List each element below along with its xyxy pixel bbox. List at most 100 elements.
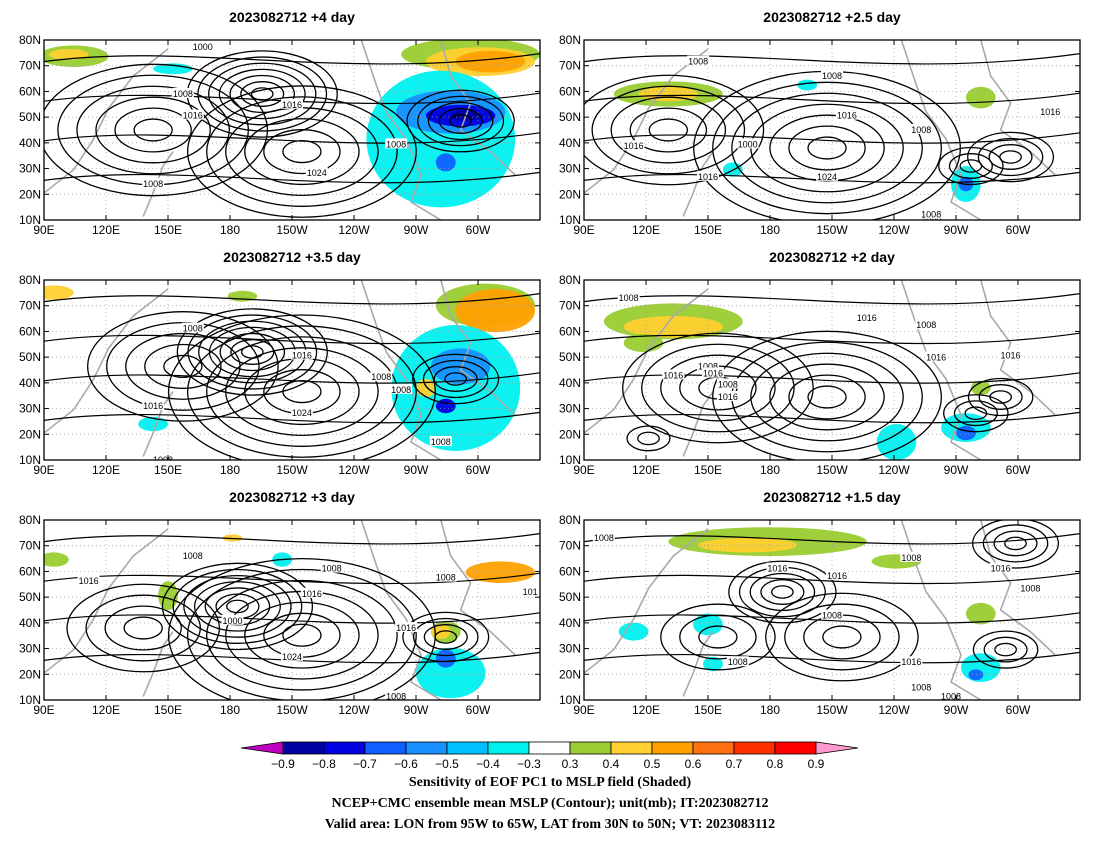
contour-label: 1008 <box>916 320 936 330</box>
colorbar-segment <box>364 741 407 755</box>
contour-label: 1024 <box>282 652 302 662</box>
lon-label: 60W <box>1006 223 1031 237</box>
colorbar-segment <box>528 741 571 755</box>
contour-label: 1016 <box>282 100 302 110</box>
isobar <box>44 92 540 105</box>
isobar <box>44 332 540 345</box>
contour-label-bg <box>390 383 413 394</box>
isobar <box>978 384 1023 410</box>
lat-label: 50N <box>19 350 41 364</box>
lon-label: 150W <box>816 223 848 237</box>
coastline <box>44 528 169 674</box>
contour-label-bg <box>910 124 933 134</box>
panel-title: 2023082712 +3 day <box>229 489 355 505</box>
contour-label-bg <box>290 407 313 418</box>
contour-label-bg <box>221 614 244 625</box>
contour-label-bg <box>429 436 452 446</box>
lat-label: 70N <box>19 539 41 553</box>
contour-label-bg <box>736 138 759 149</box>
contour-label: 1016 <box>183 111 203 121</box>
colorbar-tick-label: 0.9 <box>808 757 825 771</box>
contour-label: 1008 <box>941 691 961 701</box>
lat-label: 60N <box>559 324 581 338</box>
isobar <box>412 617 479 657</box>
isobar <box>760 579 805 605</box>
contour-label: 1008 <box>143 179 163 189</box>
lon-label: 120E <box>632 463 660 477</box>
isobar <box>771 585 794 599</box>
coastline <box>900 40 982 220</box>
contour-label: 1016 <box>926 352 946 362</box>
contour-label: 1008 <box>436 573 456 583</box>
contour-label-bg <box>305 167 328 178</box>
lat-label: 70N <box>559 539 581 553</box>
isobar <box>144 343 222 389</box>
contour-label: 1000 <box>193 42 213 52</box>
lon-label: 60W <box>1006 463 1031 477</box>
caption-shading: Sensitivity of EOF PC1 to MSLP field (Sh… <box>408 775 692 790</box>
isobar <box>822 625 862 649</box>
lat-label: 10N <box>19 693 41 707</box>
lat-label: 40N <box>19 136 41 150</box>
isobar <box>629 107 708 153</box>
colorbar-high-triangle <box>815 741 859 755</box>
isobar <box>750 352 904 442</box>
coastline <box>360 520 442 700</box>
lat-label: 80N <box>559 513 581 527</box>
contour-label: 1016 <box>857 313 877 323</box>
sensitivity-shading <box>876 424 917 460</box>
contour-label-bg <box>152 454 175 460</box>
lat-label: 80N <box>559 33 581 47</box>
contour-label-bg <box>181 322 204 333</box>
isobar <box>187 568 417 700</box>
isobar <box>788 374 866 420</box>
isobar <box>282 623 322 647</box>
panel-title: 2023082712 +1.5 day <box>763 489 901 505</box>
colorbar-segment <box>282 741 325 755</box>
lon-label: 60W <box>466 463 491 477</box>
isobar <box>591 85 746 175</box>
colorbar-segment <box>733 741 776 755</box>
coastline <box>584 48 709 194</box>
contour-label: 1008 <box>1020 583 1040 593</box>
lon-label: 120W <box>338 703 370 717</box>
lon-label: 150E <box>694 223 722 237</box>
contour-label-bg <box>181 109 204 120</box>
isobar <box>206 579 398 691</box>
contour-label-bg <box>181 550 204 560</box>
coastline <box>44 48 169 194</box>
lon-label: 120W <box>338 223 370 237</box>
isobar <box>584 132 1080 144</box>
map-field: 1000 1008 1016 1016 1024 1008 1008 <box>44 40 540 220</box>
lat-label: 80N <box>559 273 581 287</box>
lon-label: 180 <box>220 703 240 717</box>
isobar <box>206 96 398 207</box>
lon-label: 150W <box>276 703 308 717</box>
isobar <box>749 572 816 612</box>
isobar <box>698 625 738 649</box>
isobar <box>982 524 1049 563</box>
lat-label: 70N <box>559 59 581 73</box>
isobar <box>44 651 540 664</box>
contour-label-bg <box>370 371 393 382</box>
sensitivity-shading <box>465 561 536 583</box>
lat-label: 70N <box>559 299 581 313</box>
sensitivity-shading <box>455 289 536 333</box>
coastline <box>584 288 709 434</box>
lat-label: 30N <box>559 642 581 656</box>
contour-label: 1016 <box>663 370 683 380</box>
isobar <box>769 363 885 431</box>
contour-label-bg <box>434 571 457 582</box>
contour-label-bg <box>281 98 303 109</box>
contour-label: 1008 <box>688 57 708 67</box>
isobar <box>225 347 379 437</box>
colorbar-segment <box>610 741 653 755</box>
sensitivity-shading <box>956 425 976 441</box>
colorbar-tick-label: 0.5 <box>644 757 661 771</box>
colorbar-tick-label: −0.4 <box>476 757 500 771</box>
contour-label-bg <box>1019 582 1042 593</box>
lon-label: 90W <box>944 463 969 477</box>
isobar <box>807 385 847 409</box>
lat-label: 80N <box>19 273 41 287</box>
coastline <box>440 520 516 656</box>
